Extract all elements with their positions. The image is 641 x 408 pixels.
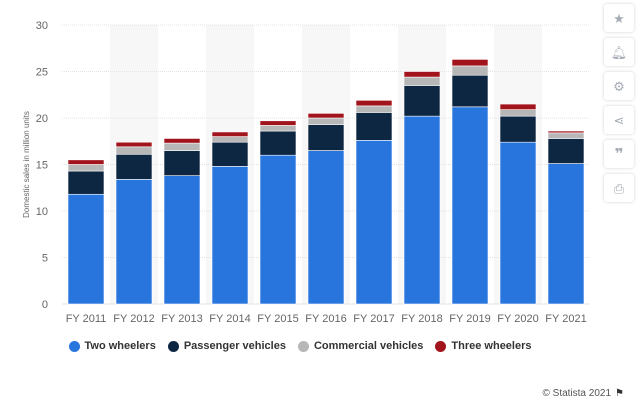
y-tick-label: 30: [36, 20, 48, 32]
legend-swatch: [297, 340, 309, 352]
legend-item-commercial-vehicles[interactable]: Commercial vehicles: [297, 340, 424, 352]
legend-item-three-wheelers[interactable]: Three wheelers: [435, 340, 532, 352]
bar-segment[interactable]: [163, 150, 201, 176]
y-tick-label: 10: [36, 206, 48, 218]
legend-label: Passenger vehicles: [183, 340, 286, 352]
credit-text: © Statista 2021: [542, 388, 612, 399]
bar-segment[interactable]: [355, 140, 393, 305]
source-credit[interactable]: © Statista 2021 ⚑: [543, 388, 625, 399]
bar-segment[interactable]: [163, 142, 201, 151]
x-tick-label: FY 2014: [209, 313, 250, 325]
flag-icon: ⚑: [615, 388, 624, 399]
bar-segment[interactable]: [211, 166, 249, 305]
bar-segment[interactable]: [355, 100, 393, 107]
print-button[interactable]: ⎙: [604, 174, 634, 202]
bar-segment[interactable]: [403, 115, 441, 305]
bar-segment[interactable]: [211, 131, 249, 137]
legend-label: Commercial vehicles: [313, 340, 424, 352]
legend-item-two-wheelers[interactable]: Two wheelers: [68, 340, 156, 352]
bar-segment[interactable]: [355, 105, 393, 113]
bar-segment[interactable]: [307, 124, 345, 151]
bar-segment[interactable]: [163, 138, 201, 144]
bar-segment[interactable]: [67, 159, 105, 165]
bar-segment[interactable]: [547, 132, 585, 139]
bar-segment[interactable]: [403, 71, 441, 78]
x-tick-label: FY 2017: [353, 313, 394, 325]
bar-segment[interactable]: [163, 175, 201, 305]
bar-segment[interactable]: [115, 153, 153, 180]
bar-segment[interactable]: [211, 141, 249, 167]
bar-segment[interactable]: [307, 113, 345, 119]
bar-segment[interactable]: [403, 76, 441, 86]
bar-segment[interactable]: [499, 109, 537, 117]
cite-button[interactable]: ❞: [604, 140, 634, 168]
notification-button[interactable]: 🔔︎: [604, 38, 634, 66]
bar-segment[interactable]: [115, 141, 153, 148]
bar-segment[interactable]: [67, 164, 105, 172]
bars: [67, 59, 585, 305]
legend-swatch: [435, 340, 447, 352]
y-tick-label: 5: [42, 253, 48, 265]
star-icon: ★: [613, 10, 625, 26]
legend-swatch: [68, 340, 80, 352]
side-toolbar: ★ 🔔︎ ⚙ ⋖ ❞ ⎙: [604, 4, 634, 202]
bar-segment[interactable]: [547, 138, 585, 164]
y-axis-label: Domestic sales in million units: [22, 111, 31, 218]
legend-label: Two wheelers: [84, 340, 156, 352]
y-tick-label: 25: [36, 67, 48, 79]
bar-segment[interactable]: [307, 117, 345, 125]
x-tick-label: FY 2021: [545, 313, 586, 325]
share-button[interactable]: ⋖: [604, 106, 634, 134]
y-tick-label: 0: [42, 299, 48, 311]
bar-segment[interactable]: [211, 136, 249, 143]
bar-segment[interactable]: [115, 146, 153, 155]
settings-button[interactable]: ⚙: [604, 72, 634, 100]
x-tick-label: FY 2011: [66, 313, 107, 325]
bar-segment[interactable]: [499, 115, 537, 143]
bar-segment[interactable]: [115, 179, 153, 305]
favorite-button[interactable]: ★: [604, 4, 634, 32]
quote-icon: ❞: [614, 145, 624, 163]
x-tick-label: FY 2013: [161, 313, 202, 325]
bar-segment[interactable]: [259, 120, 297, 126]
x-tick-label: FY 2020: [497, 313, 538, 325]
y-tick-label: 20: [36, 113, 48, 125]
legend-item-passenger-vehicles[interactable]: Passenger vehicles: [167, 340, 286, 352]
legend-swatch: [167, 340, 179, 352]
x-tick-label: FY 2019: [449, 313, 490, 325]
print-icon: ⎙: [613, 180, 625, 196]
bar-segment[interactable]: [355, 112, 393, 141]
legend: Two wheelers Passenger vehicles Commerci…: [0, 340, 600, 352]
x-tick-label: FY 2015: [257, 313, 298, 325]
x-tick-label: FY 2016: [305, 313, 346, 325]
x-tick-label: FY 2018: [401, 313, 442, 325]
bar-segment[interactable]: [451, 65, 489, 76]
bar-segment[interactable]: [259, 125, 297, 132]
bar-segment[interactable]: [451, 59, 489, 67]
bar-segment[interactable]: [451, 106, 489, 305]
bar-segment[interactable]: [451, 74, 489, 108]
bar-segment[interactable]: [67, 170, 105, 195]
x-tick-label: FY 2012: [113, 313, 154, 325]
bar-segment[interactable]: [403, 85, 441, 117]
bar-segment[interactable]: [67, 193, 105, 305]
bar-segment[interactable]: [547, 130, 585, 134]
bar-segment[interactable]: [547, 163, 585, 305]
gear-icon: ⚙: [613, 78, 625, 94]
bell-icon: 🔔︎: [610, 44, 628, 60]
x-tick-labels: FY 2011 FY 2012 FY 2013 FY 2014 FY 2015 FY 20…: [66, 313, 587, 325]
legend-label: Three wheelers: [451, 340, 532, 352]
bar-segment[interactable]: [499, 103, 537, 110]
y-tick-label: 15: [36, 160, 48, 172]
bar-segment[interactable]: [499, 141, 537, 305]
share-icon: ⋖: [613, 112, 625, 128]
bar-segment[interactable]: [259, 154, 297, 305]
y-tick-labels: 0 5 10 15 20 25 30: [36, 20, 48, 311]
bar-segment[interactable]: [259, 130, 297, 156]
bar-segment[interactable]: [307, 150, 345, 305]
